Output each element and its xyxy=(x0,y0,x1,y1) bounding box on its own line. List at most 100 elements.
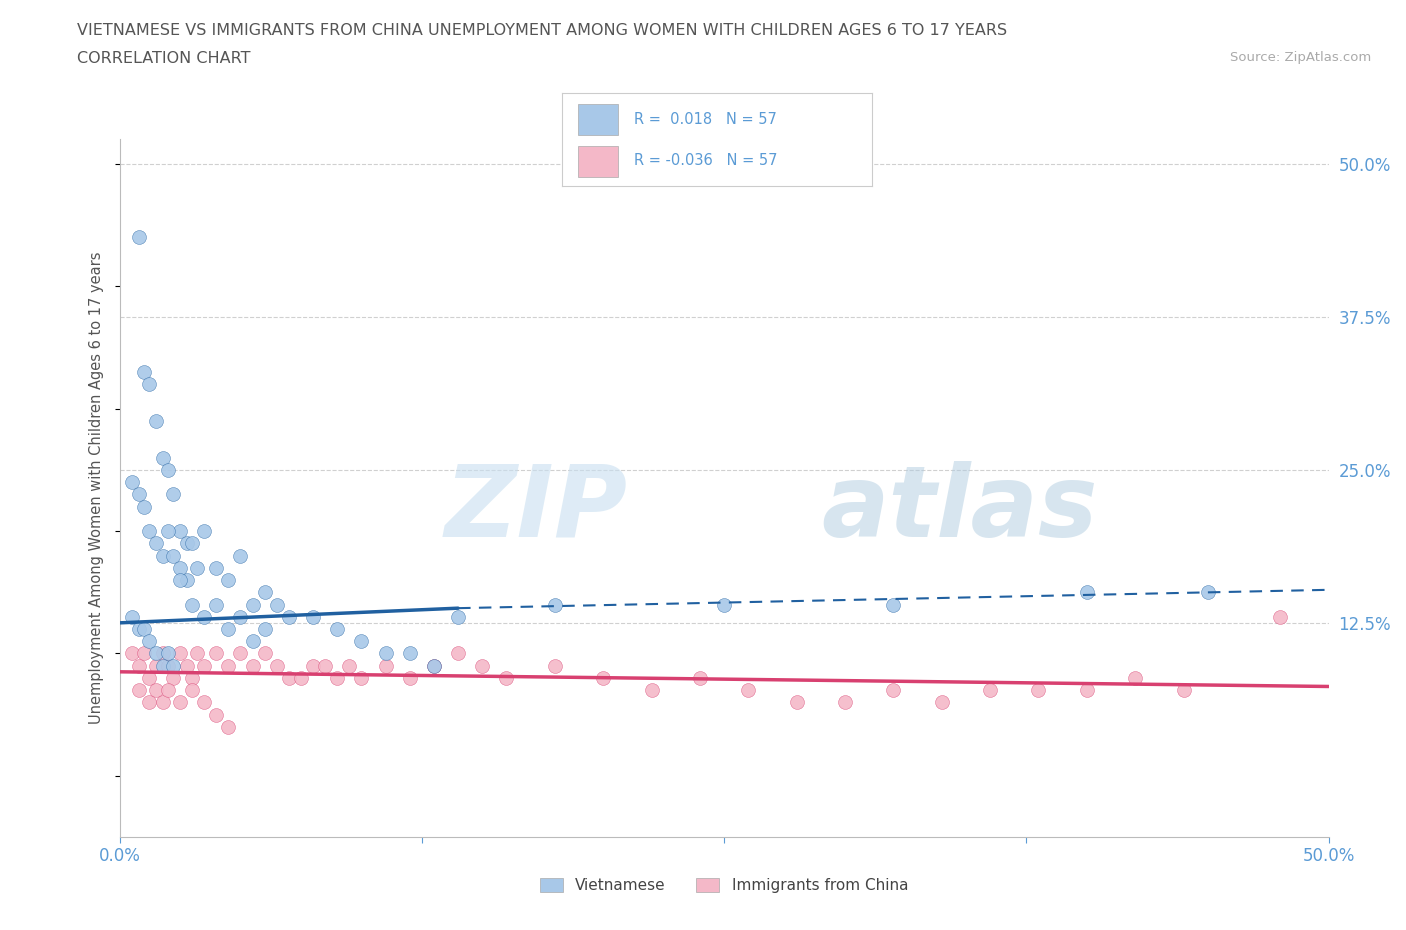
Point xyxy=(156,683,179,698)
Point xyxy=(169,573,191,588)
Point xyxy=(398,671,420,685)
Point xyxy=(193,609,215,624)
Point xyxy=(302,658,325,673)
Point xyxy=(121,646,143,661)
Point xyxy=(544,597,567,612)
Point xyxy=(176,536,198,551)
Point xyxy=(447,609,470,624)
Point xyxy=(176,658,198,673)
Point xyxy=(138,695,160,710)
Point xyxy=(374,658,396,673)
Text: R =  0.018   N = 57: R = 0.018 N = 57 xyxy=(634,112,776,126)
Point xyxy=(326,621,349,636)
Point xyxy=(205,707,228,722)
Point xyxy=(1173,683,1195,698)
Point xyxy=(217,720,239,735)
Point xyxy=(447,646,470,661)
Legend: Vietnamese, Immigrants from China: Vietnamese, Immigrants from China xyxy=(534,871,914,899)
Point xyxy=(689,671,711,685)
Point xyxy=(326,671,349,685)
Y-axis label: Unemployment Among Women with Children Ages 6 to 17 years: Unemployment Among Women with Children A… xyxy=(89,252,104,724)
Point xyxy=(544,658,567,673)
Point xyxy=(1076,585,1098,600)
Point xyxy=(277,609,299,624)
Text: CORRELATION CHART: CORRELATION CHART xyxy=(77,51,250,66)
Point xyxy=(156,658,179,673)
Text: Source: ZipAtlas.com: Source: ZipAtlas.com xyxy=(1230,51,1371,64)
Point xyxy=(398,646,420,661)
Point xyxy=(121,474,143,489)
Point xyxy=(350,671,373,685)
Text: R = -0.036   N = 57: R = -0.036 N = 57 xyxy=(634,153,778,168)
Point xyxy=(152,658,174,673)
Point xyxy=(156,646,179,661)
Point xyxy=(882,683,904,698)
Point xyxy=(193,658,215,673)
Point xyxy=(1197,585,1219,600)
Point xyxy=(138,633,160,648)
Point xyxy=(1123,671,1146,685)
Point xyxy=(350,633,373,648)
Point xyxy=(128,658,150,673)
Point xyxy=(128,487,150,502)
FancyBboxPatch shape xyxy=(578,146,619,177)
Point xyxy=(138,671,160,685)
Point xyxy=(128,683,150,698)
Point xyxy=(253,621,276,636)
Point xyxy=(302,609,325,624)
Text: ZIP: ZIP xyxy=(444,460,627,558)
Point xyxy=(229,548,252,563)
Point xyxy=(242,633,264,648)
Point xyxy=(162,548,184,563)
Point xyxy=(229,609,252,624)
Point xyxy=(1028,683,1050,698)
Point xyxy=(217,621,239,636)
Text: VIETNAMESE VS IMMIGRANTS FROM CHINA UNEMPLOYMENT AMONG WOMEN WITH CHILDREN AGES : VIETNAMESE VS IMMIGRANTS FROM CHINA UNEM… xyxy=(77,23,1008,38)
Point xyxy=(169,646,191,661)
Point xyxy=(217,573,239,588)
Point xyxy=(266,597,288,612)
Point xyxy=(495,671,517,685)
Point xyxy=(152,450,174,465)
Point xyxy=(471,658,494,673)
Point xyxy=(592,671,614,685)
Point xyxy=(242,597,264,612)
Point xyxy=(152,695,174,710)
Point xyxy=(186,561,208,576)
Point xyxy=(181,671,204,685)
Point xyxy=(266,658,288,673)
Point xyxy=(834,695,856,710)
Point xyxy=(181,536,204,551)
Point xyxy=(931,695,953,710)
Point xyxy=(1076,683,1098,698)
Point xyxy=(290,671,312,685)
Point xyxy=(145,658,167,673)
Point xyxy=(162,487,184,502)
Point xyxy=(786,695,808,710)
Point xyxy=(205,597,228,612)
Point xyxy=(132,365,155,379)
Point xyxy=(737,683,759,698)
Point xyxy=(132,499,155,514)
Point xyxy=(979,683,1001,698)
Point xyxy=(162,658,184,673)
Point xyxy=(152,548,174,563)
Point xyxy=(128,621,150,636)
Point xyxy=(713,597,735,612)
Point xyxy=(186,646,208,661)
Point xyxy=(156,462,179,477)
Point xyxy=(882,597,904,612)
Point xyxy=(242,658,264,673)
Point xyxy=(156,524,179,538)
Point xyxy=(181,683,204,698)
Point xyxy=(145,536,167,551)
Point xyxy=(132,646,155,661)
Point xyxy=(193,695,215,710)
Point xyxy=(1270,609,1292,624)
Point xyxy=(128,230,150,245)
Point xyxy=(138,524,160,538)
Point xyxy=(145,646,167,661)
Point xyxy=(337,658,360,673)
Text: atlas: atlas xyxy=(821,460,1097,558)
Point xyxy=(229,646,252,661)
